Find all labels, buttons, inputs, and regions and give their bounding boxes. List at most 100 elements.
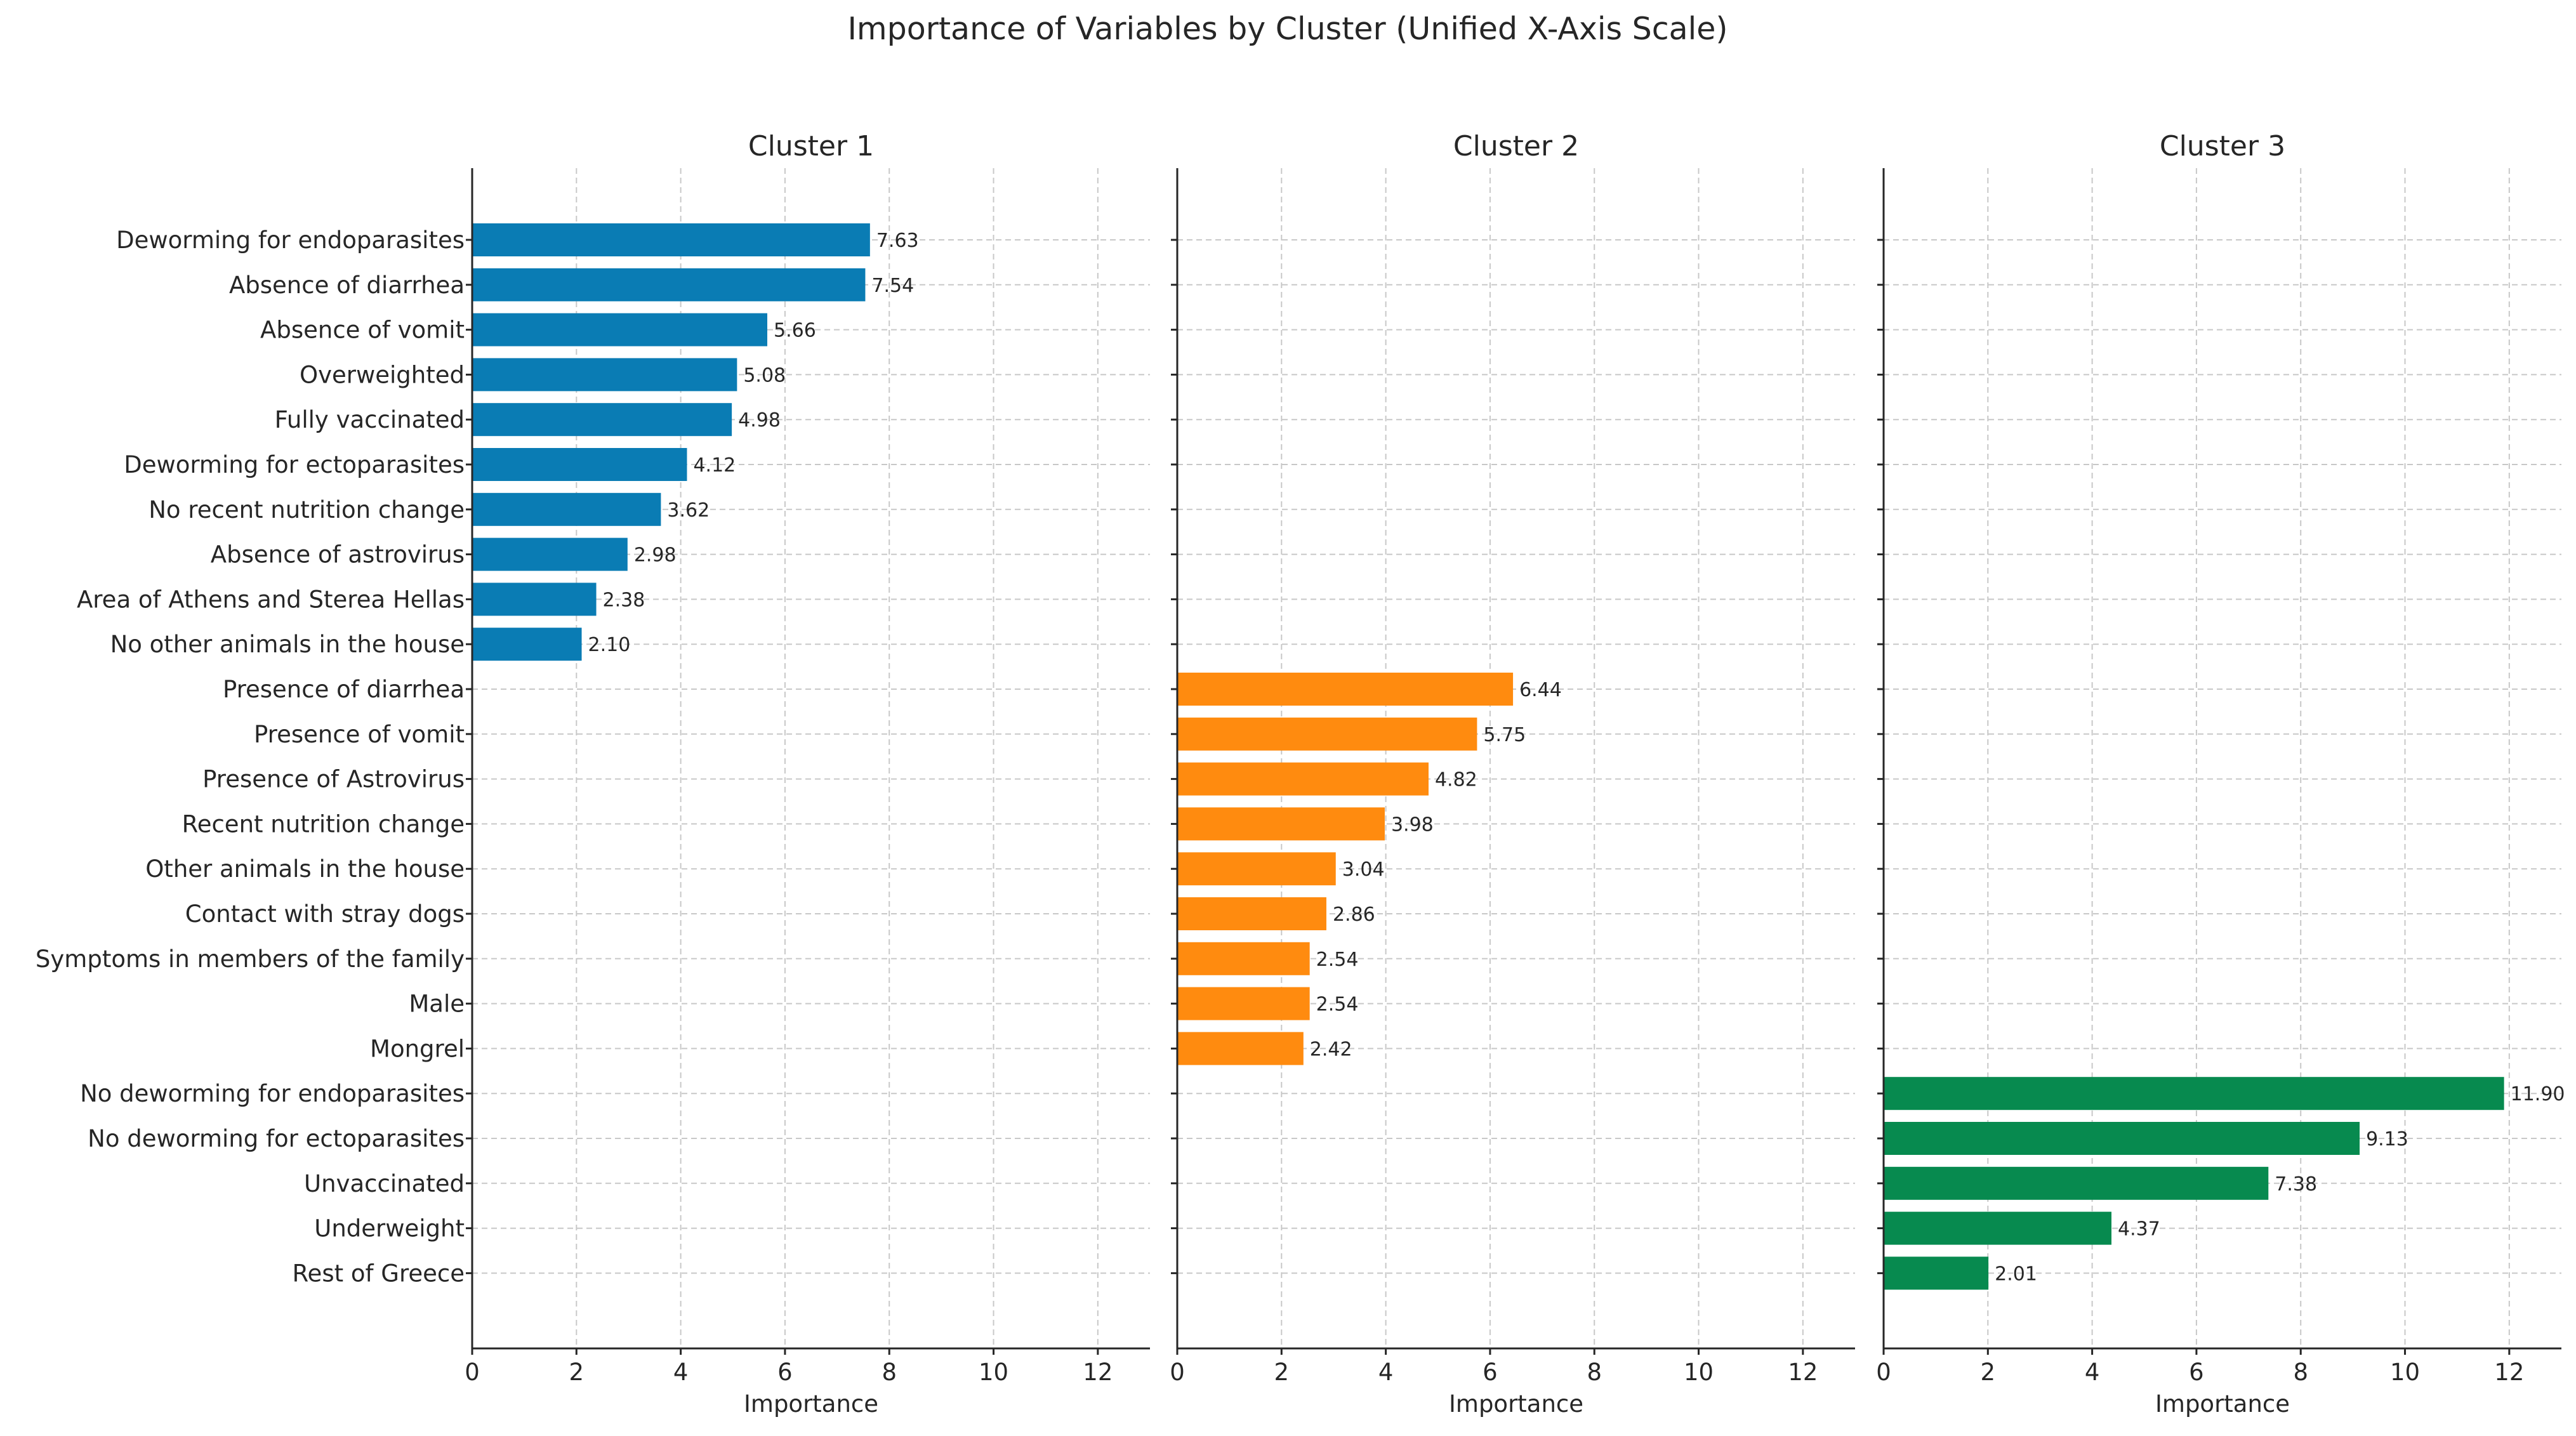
panel-title: Cluster 1 xyxy=(748,130,874,162)
y-tick-label: Presence of Astrovirus xyxy=(202,766,465,793)
y-tick-label: Recent nutrition change xyxy=(182,810,465,838)
bar-value-label: 5.08 xyxy=(743,364,786,386)
bar-value-label: 3.04 xyxy=(1342,859,1385,881)
y-tick-label: Presence of vomit xyxy=(254,721,465,748)
bar xyxy=(1884,1211,2112,1245)
bar-value-label: 2.54 xyxy=(1316,994,1359,1016)
x-tick-label: 2 xyxy=(1981,1359,1996,1386)
x-tick-label: 12 xyxy=(1788,1359,1818,1386)
bar-value-label: 2.38 xyxy=(603,589,645,611)
y-tick-label: Presence of diarrhea xyxy=(223,676,465,703)
bar-value-label: 2.10 xyxy=(588,634,631,656)
x-tick-label: 2 xyxy=(1274,1359,1290,1386)
bar-value-label: 2.01 xyxy=(1995,1263,2037,1285)
bar-value-label: 2.54 xyxy=(1316,949,1359,971)
x-tick-label: 8 xyxy=(2293,1359,2308,1386)
x-tick-label: 8 xyxy=(882,1359,897,1386)
x-tick-label: 6 xyxy=(777,1359,793,1386)
bar xyxy=(472,492,661,526)
bar-value-label: 4.37 xyxy=(2118,1218,2160,1241)
y-tick-label: Overweighted xyxy=(300,361,465,388)
x-axis-label: Importance xyxy=(2155,1390,2290,1418)
y-tick-label: Rest of Greece xyxy=(293,1260,465,1287)
y-tick-label: Absence of vomit xyxy=(260,317,465,344)
x-tick-label: 10 xyxy=(2390,1359,2420,1386)
x-tick-label: 12 xyxy=(1083,1359,1113,1386)
x-axis-label: Importance xyxy=(744,1390,878,1418)
panel-cluster-1: 7.63 7.54 5.66 5.08 4.98 4.12 3.62 2.98 2.38 2.10… xyxy=(465,130,1150,1418)
y-tick-label: No recent nutrition change xyxy=(149,496,465,524)
bar-value-label: 4.82 xyxy=(1435,769,1477,791)
bar-value-label: 7.38 xyxy=(2275,1173,2317,1196)
bar xyxy=(472,268,866,301)
bar xyxy=(1177,897,1326,930)
bar xyxy=(1177,1032,1304,1065)
bar-value-label: 4.12 xyxy=(693,454,736,477)
y-tick-label: Absence of diarrhea xyxy=(229,272,465,299)
y-tick-label: Contact with stray dogs xyxy=(185,900,465,928)
bar-value-label: 5.66 xyxy=(774,320,816,342)
x-tick-label: 12 xyxy=(2494,1359,2524,1386)
x-tick-label: 2 xyxy=(569,1359,585,1386)
y-tick-label: Absence of astrovirus xyxy=(211,541,465,569)
x-tick-label: 0 xyxy=(465,1359,480,1386)
bar-value-label: 3.62 xyxy=(667,499,710,522)
y-tick-label: Mongrel xyxy=(370,1035,465,1062)
bar-value-label: 11.90 xyxy=(2511,1083,2565,1105)
bar xyxy=(472,583,597,616)
bar xyxy=(1177,852,1336,886)
x-tick-label: 4 xyxy=(1378,1359,1394,1386)
chart-title: Importance of Variables by Cluster (Unif… xyxy=(847,11,1727,47)
y-tick-label: No deworming for endoparasites xyxy=(80,1080,465,1107)
y-tick-label: Male xyxy=(409,991,465,1018)
y-tick-label: Symptoms in members of the family xyxy=(36,945,465,973)
panel-cluster-3: 11.90 9.13 7.38 4.37 2.01 0 2 4 6 8 10 12 Importance… xyxy=(1876,130,2565,1418)
bar xyxy=(1884,1256,1989,1290)
y-tick-label: Fully vaccinated xyxy=(275,406,465,433)
bar xyxy=(1177,987,1310,1020)
x-tick-label: 8 xyxy=(1587,1359,1602,1386)
bar xyxy=(472,403,732,437)
bar xyxy=(472,223,870,256)
bar xyxy=(1177,762,1429,796)
y-tick-label: Unvaccinated xyxy=(304,1170,465,1197)
x-axis-label: Importance xyxy=(1449,1390,1583,1418)
panel-title: Cluster 3 xyxy=(2160,130,2285,162)
x-tick-label: 0 xyxy=(1876,1359,1891,1386)
x-tick-label: 6 xyxy=(2189,1359,2204,1386)
x-tick-label: 10 xyxy=(979,1359,1008,1386)
bar-value-label: 6.44 xyxy=(1519,679,1562,701)
y-category-labels: Deworming for endoparasites Absence of di… xyxy=(36,227,465,1287)
y-tick-label: Deworming for ectoparasites xyxy=(124,451,465,478)
bar xyxy=(472,448,687,481)
bar xyxy=(1177,942,1310,975)
bar xyxy=(472,358,737,392)
bar-value-label: 5.75 xyxy=(1483,724,1526,746)
bar xyxy=(472,313,767,346)
bar-value-label: 9.13 xyxy=(2366,1128,2408,1150)
x-tick-label: 6 xyxy=(1483,1359,1498,1386)
bar-value-label: 2.98 xyxy=(634,544,677,567)
bar-value-label: 7.54 xyxy=(871,275,914,297)
bar xyxy=(1884,1077,2504,1110)
y-tick-label: Other animals in the house xyxy=(145,855,465,883)
x-tick-label: 4 xyxy=(2085,1359,2100,1386)
bar xyxy=(1884,1166,2269,1200)
y-tick-label: Area of Athens and Sterea Hellas xyxy=(77,586,465,613)
x-tick-label: 4 xyxy=(673,1359,689,1386)
y-tick-label: Underweight xyxy=(314,1215,465,1242)
bar-value-label: 2.86 xyxy=(1333,904,1375,926)
bar-value-label: 4.98 xyxy=(738,409,781,431)
bar xyxy=(1177,673,1514,706)
y-tick-label: No deworming for ectoparasites xyxy=(88,1125,465,1152)
bar xyxy=(472,537,628,571)
y-tick-label: Deworming for endoparasites xyxy=(116,227,465,254)
bar-value-label: 3.98 xyxy=(1391,814,1434,836)
panel-title: Cluster 2 xyxy=(1453,130,1579,162)
bar xyxy=(472,628,582,661)
bar-value-label: 2.42 xyxy=(1310,1038,1352,1060)
bar xyxy=(1177,807,1385,841)
bar xyxy=(1884,1122,2360,1155)
